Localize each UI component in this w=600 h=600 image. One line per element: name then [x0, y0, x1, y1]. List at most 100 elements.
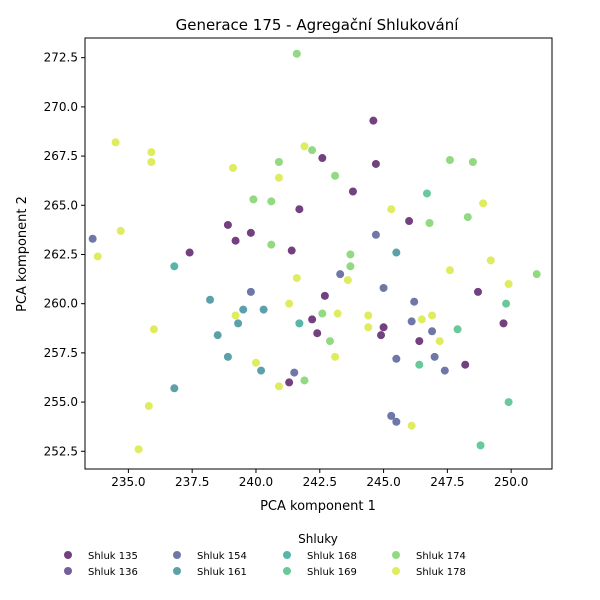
- data-point: [252, 359, 260, 367]
- data-point: [454, 325, 462, 333]
- legend-marker: [283, 567, 291, 575]
- data-point: [446, 266, 454, 274]
- data-point: [369, 117, 377, 125]
- data-point: [331, 172, 339, 180]
- data-point: [257, 367, 265, 375]
- data-point: [232, 237, 240, 245]
- data-point: [234, 319, 242, 327]
- data-point: [533, 270, 541, 278]
- legend-marker: [173, 567, 181, 575]
- data-point: [426, 219, 434, 227]
- x-tick-label: 242.5: [303, 475, 337, 489]
- data-point: [285, 378, 293, 386]
- y-tick-label: 252.5: [44, 444, 78, 458]
- x-tick-label: 237.5: [175, 475, 209, 489]
- data-point: [117, 227, 125, 235]
- data-point: [170, 384, 178, 392]
- legend-title: Shluky: [298, 532, 338, 546]
- data-point: [147, 158, 155, 166]
- data-point: [364, 311, 372, 319]
- y-axis-ticks: 252.5255.0257.5260.0262.5265.0267.5270.0…: [44, 51, 85, 459]
- data-point: [441, 367, 449, 375]
- data-point: [318, 310, 326, 318]
- data-point: [275, 174, 283, 182]
- data-point: [431, 353, 439, 361]
- data-point: [288, 247, 296, 255]
- y-tick-label: 262.5: [44, 247, 78, 261]
- data-point: [346, 250, 354, 258]
- data-point: [428, 327, 436, 335]
- x-tick-label: 247.5: [430, 475, 464, 489]
- data-point: [290, 369, 298, 377]
- legend-marker: [64, 567, 72, 575]
- legend-label: Shluk 178: [416, 567, 466, 578]
- data-point: [308, 146, 316, 154]
- data-point: [267, 241, 275, 249]
- chart-title: Generace 175 - Agregační Shlukování: [176, 16, 460, 34]
- data-point: [377, 331, 385, 339]
- y-tick-label: 260.0: [44, 297, 78, 311]
- data-point: [372, 160, 380, 168]
- y-tick-label: 267.5: [44, 149, 78, 163]
- y-tick-label: 257.5: [44, 346, 78, 360]
- data-point: [344, 276, 352, 284]
- data-point: [224, 353, 232, 361]
- x-tick-label: 250.0: [494, 475, 528, 489]
- data-point: [418, 315, 426, 323]
- data-point: [405, 217, 413, 225]
- data-point: [89, 235, 97, 243]
- x-tick-label: 240.0: [239, 475, 273, 489]
- data-point: [300, 376, 308, 384]
- data-point: [214, 331, 222, 339]
- data-point: [364, 323, 372, 331]
- data-point: [392, 355, 400, 363]
- data-point: [321, 292, 329, 300]
- data-point: [408, 422, 416, 430]
- legend-marker: [392, 551, 400, 559]
- data-point: [334, 310, 342, 318]
- data-point: [446, 156, 454, 164]
- x-axis-label: PCA komponent 1: [260, 499, 376, 514]
- data-point: [331, 353, 339, 361]
- data-point: [392, 249, 400, 257]
- data-point: [170, 262, 178, 270]
- data-point: [275, 382, 283, 390]
- data-point: [346, 262, 354, 270]
- data-point: [135, 445, 143, 453]
- data-point: [186, 249, 194, 257]
- data-point: [267, 197, 275, 205]
- data-point: [239, 306, 247, 314]
- data-point: [505, 280, 513, 288]
- data-point: [275, 158, 283, 166]
- data-point: [423, 189, 431, 197]
- data-point: [502, 300, 510, 308]
- data-point: [436, 337, 444, 345]
- legend-label: Shluk 174: [416, 551, 466, 562]
- data-point: [500, 319, 508, 327]
- data-point: [428, 311, 436, 319]
- legend-label: Shluk 161: [197, 567, 247, 578]
- x-axis-ticks: 235.0 237.5 240.0 242.5 245.0 247.5 250.0: [111, 469, 528, 489]
- legend-label: Shluk 169: [307, 567, 357, 578]
- data-point: [408, 317, 416, 325]
- data-point: [247, 229, 255, 237]
- y-tick-label: 265.0: [44, 198, 78, 212]
- data-point: [150, 325, 158, 333]
- legend-label: Shluk 136: [88, 567, 138, 578]
- legend-marker: [392, 567, 400, 575]
- data-point: [147, 148, 155, 156]
- data-point: [247, 288, 255, 296]
- data-point: [336, 270, 344, 278]
- data-point: [349, 188, 357, 196]
- legend-label: Shluk 135: [88, 551, 138, 562]
- data-point: [477, 441, 485, 449]
- data-point: [326, 337, 334, 345]
- legend-marker: [173, 551, 181, 559]
- data-point: [474, 288, 482, 296]
- data-point: [415, 337, 423, 345]
- data-point: [380, 284, 388, 292]
- data-point: [232, 311, 240, 319]
- legend: Shluk 135 Shluk 136 Shluk 154 Shluk 161 Shlu…: [64, 551, 466, 578]
- legend-label: Shluk 154: [197, 551, 247, 562]
